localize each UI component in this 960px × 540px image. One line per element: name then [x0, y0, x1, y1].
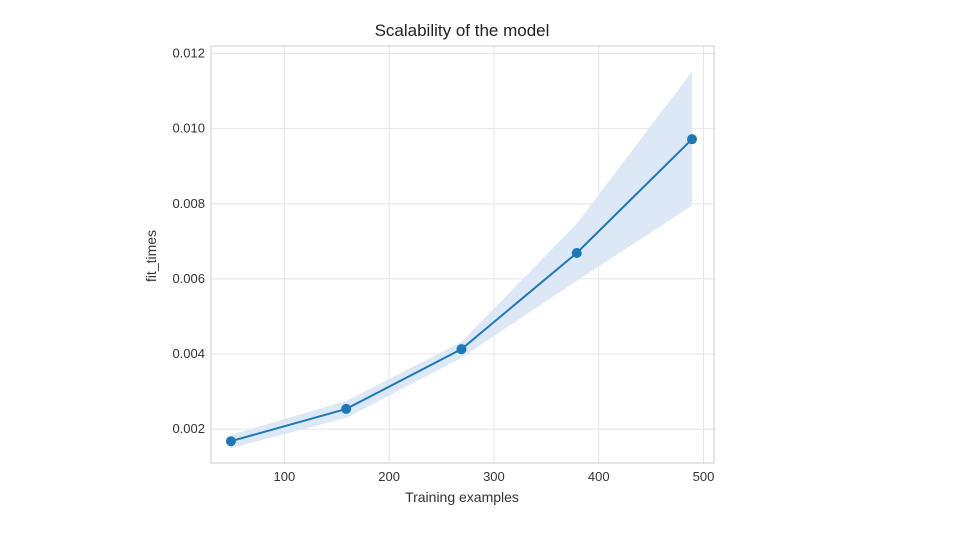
- data-point: [341, 403, 352, 414]
- y-tick-label: 0.002: [172, 421, 205, 436]
- x-tick-label: 500: [693, 469, 715, 484]
- plot-frame: [210, 45, 715, 464]
- y-tick-label: 0.008: [172, 196, 205, 211]
- y-tick-label: 0.004: [172, 346, 205, 361]
- x-axis-label: Training examples: [405, 489, 519, 505]
- x-tick-label: 400: [588, 469, 610, 484]
- data-point: [225, 436, 236, 447]
- data-points: [225, 134, 697, 447]
- data-point: [571, 247, 582, 258]
- y-tick-label: 0.012: [172, 46, 205, 61]
- y-tick-labels: 0.002 0.004 0.006 0.008 0.010 0.012: [172, 46, 205, 437]
- plot-background: [211, 46, 714, 463]
- x-tick-label: 300: [483, 469, 505, 484]
- confidence-band: [230, 71, 692, 448]
- y-tick-label: 0.010: [172, 121, 205, 136]
- y-tick-label: 0.006: [172, 271, 205, 286]
- x-tick-labels: 100 200 300 400 500: [274, 469, 715, 484]
- chart-title: Scalability of the model: [375, 21, 550, 40]
- x-tick-label: 100: [274, 469, 296, 484]
- data-point: [686, 134, 697, 145]
- data-point: [456, 344, 467, 355]
- confidence-band-layer: [230, 71, 692, 448]
- y-axis-label: fit_times: [143, 230, 159, 282]
- x-tick-label: 200: [378, 469, 400, 484]
